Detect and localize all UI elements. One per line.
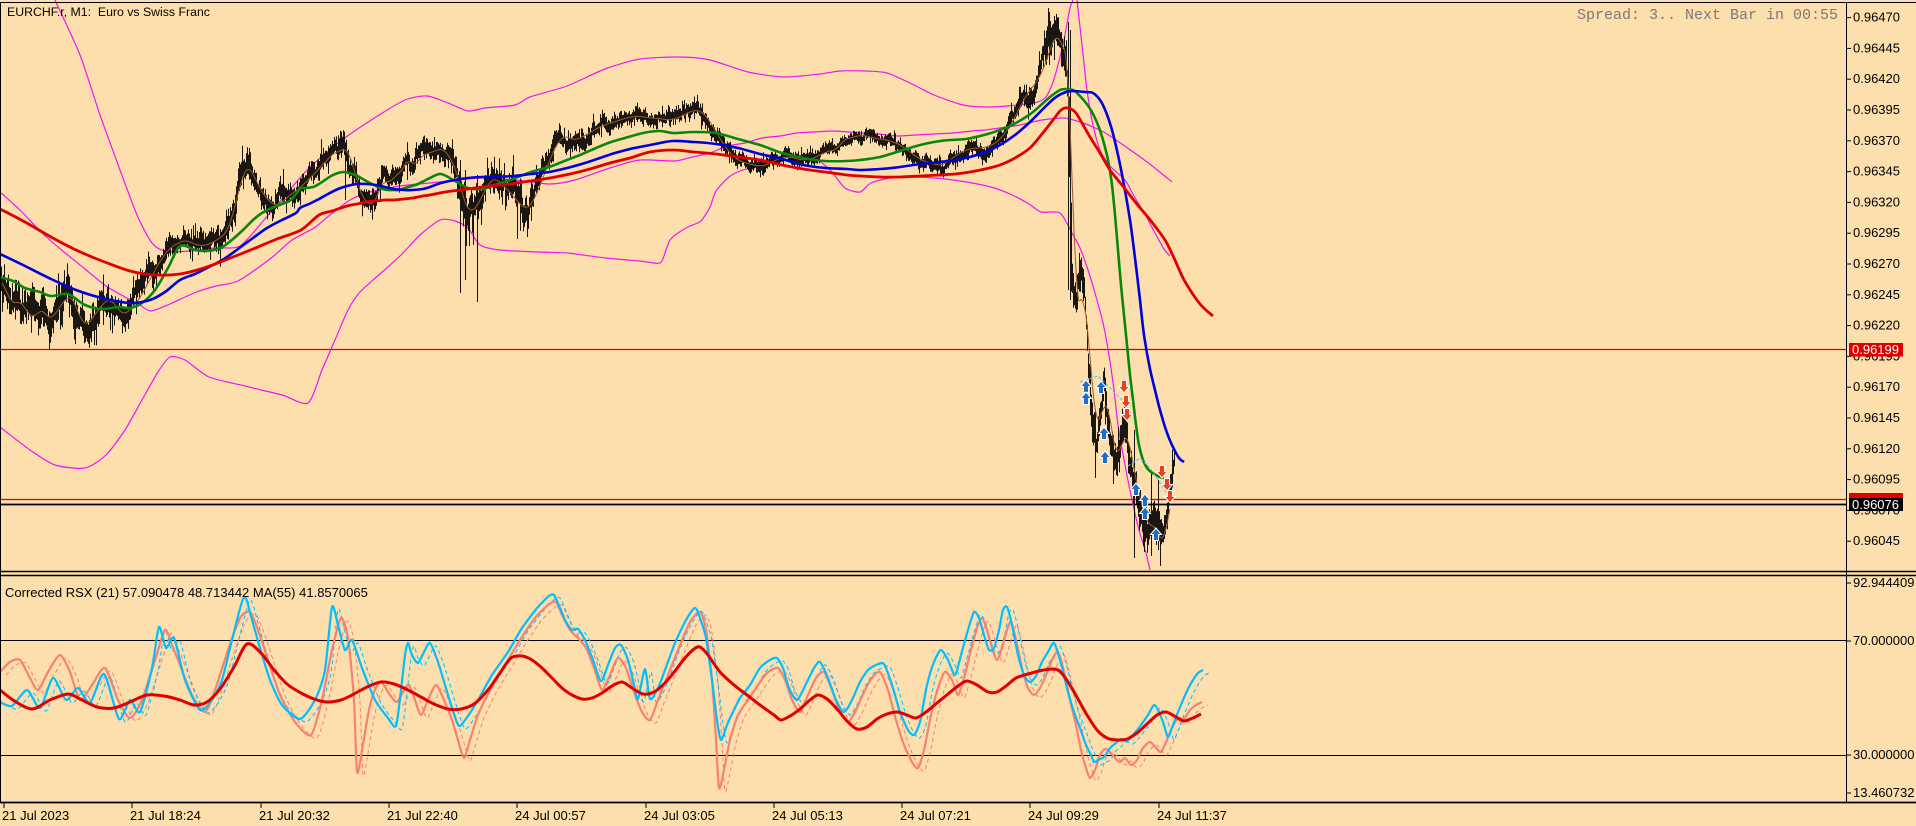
svg-text:24 Jul 09:29: 24 Jul 09:29 — [1028, 808, 1099, 823]
svg-text:0.96145: 0.96145 — [1853, 410, 1900, 425]
svg-text:0.96320: 0.96320 — [1853, 194, 1900, 209]
svg-text:0.96395: 0.96395 — [1853, 102, 1900, 117]
svg-text:0.96199: 0.96199 — [1852, 342, 1899, 357]
svg-text:Corrected RSX (21) 57.090478 4: Corrected RSX (21) 57.090478 48.713442 M… — [5, 585, 368, 600]
svg-text:0.96045: 0.96045 — [1853, 533, 1900, 548]
svg-text:21 Jul 18:24: 21 Jul 18:24 — [130, 808, 201, 823]
svg-text:0.96370: 0.96370 — [1853, 133, 1900, 148]
svg-text:0.96470: 0.96470 — [1853, 10, 1900, 25]
svg-text:70.000000: 70.000000 — [1853, 633, 1914, 648]
svg-text:0.96445: 0.96445 — [1853, 40, 1900, 55]
svg-text:0.96270: 0.96270 — [1853, 256, 1900, 271]
svg-text:0.96170: 0.96170 — [1853, 379, 1900, 394]
svg-text:Spread: 3.. Next Bar in 00:55: Spread: 3.. Next Bar in 00:55 — [1577, 7, 1838, 24]
svg-text:EURCHF.r, M1: Euro vs Swiss F: EURCHF.r, M1: Euro vs Swiss Franc — [7, 5, 210, 19]
svg-text:24 Jul 11:37: 24 Jul 11:37 — [1157, 808, 1227, 823]
svg-text:0.96345: 0.96345 — [1853, 164, 1900, 179]
svg-text:0.96420: 0.96420 — [1853, 71, 1900, 86]
svg-text:0.96220: 0.96220 — [1853, 318, 1900, 333]
svg-text:21 Jul 20:32: 21 Jul 20:32 — [259, 808, 330, 823]
svg-text:21 Jul 22:40: 21 Jul 22:40 — [387, 808, 458, 823]
svg-text:24 Jul 00:57: 24 Jul 00:57 — [515, 808, 586, 823]
svg-text:24 Jul 07:21: 24 Jul 07:21 — [900, 808, 971, 823]
svg-text:0.96120: 0.96120 — [1853, 441, 1900, 456]
svg-text:24 Jul 03:05: 24 Jul 03:05 — [644, 808, 715, 823]
svg-text:0.96095: 0.96095 — [1853, 472, 1900, 487]
svg-text:0.96076: 0.96076 — [1852, 497, 1899, 512]
svg-text:21 Jul 2023: 21 Jul 2023 — [2, 808, 69, 823]
svg-text:0.96295: 0.96295 — [1853, 225, 1900, 240]
svg-text:24 Jul 05:13: 24 Jul 05:13 — [772, 808, 843, 823]
svg-text:0.96245: 0.96245 — [1853, 287, 1900, 302]
svg-text:30.000000: 30.000000 — [1853, 747, 1914, 762]
svg-text:92.944409: 92.944409 — [1853, 575, 1914, 590]
svg-text:13.460732: 13.460732 — [1853, 785, 1914, 800]
